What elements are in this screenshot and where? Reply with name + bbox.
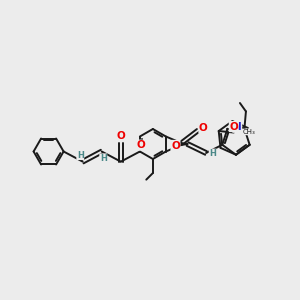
Text: O: O [171,140,180,151]
Text: H: H [209,149,216,158]
Text: O: O [116,131,125,141]
Text: H: H [77,151,84,160]
Text: H: H [100,154,107,163]
Text: CH₃: CH₃ [242,129,255,135]
Text: O: O [199,123,208,133]
Text: O: O [230,122,238,131]
Text: N: N [233,122,242,132]
Text: O: O [136,140,145,150]
